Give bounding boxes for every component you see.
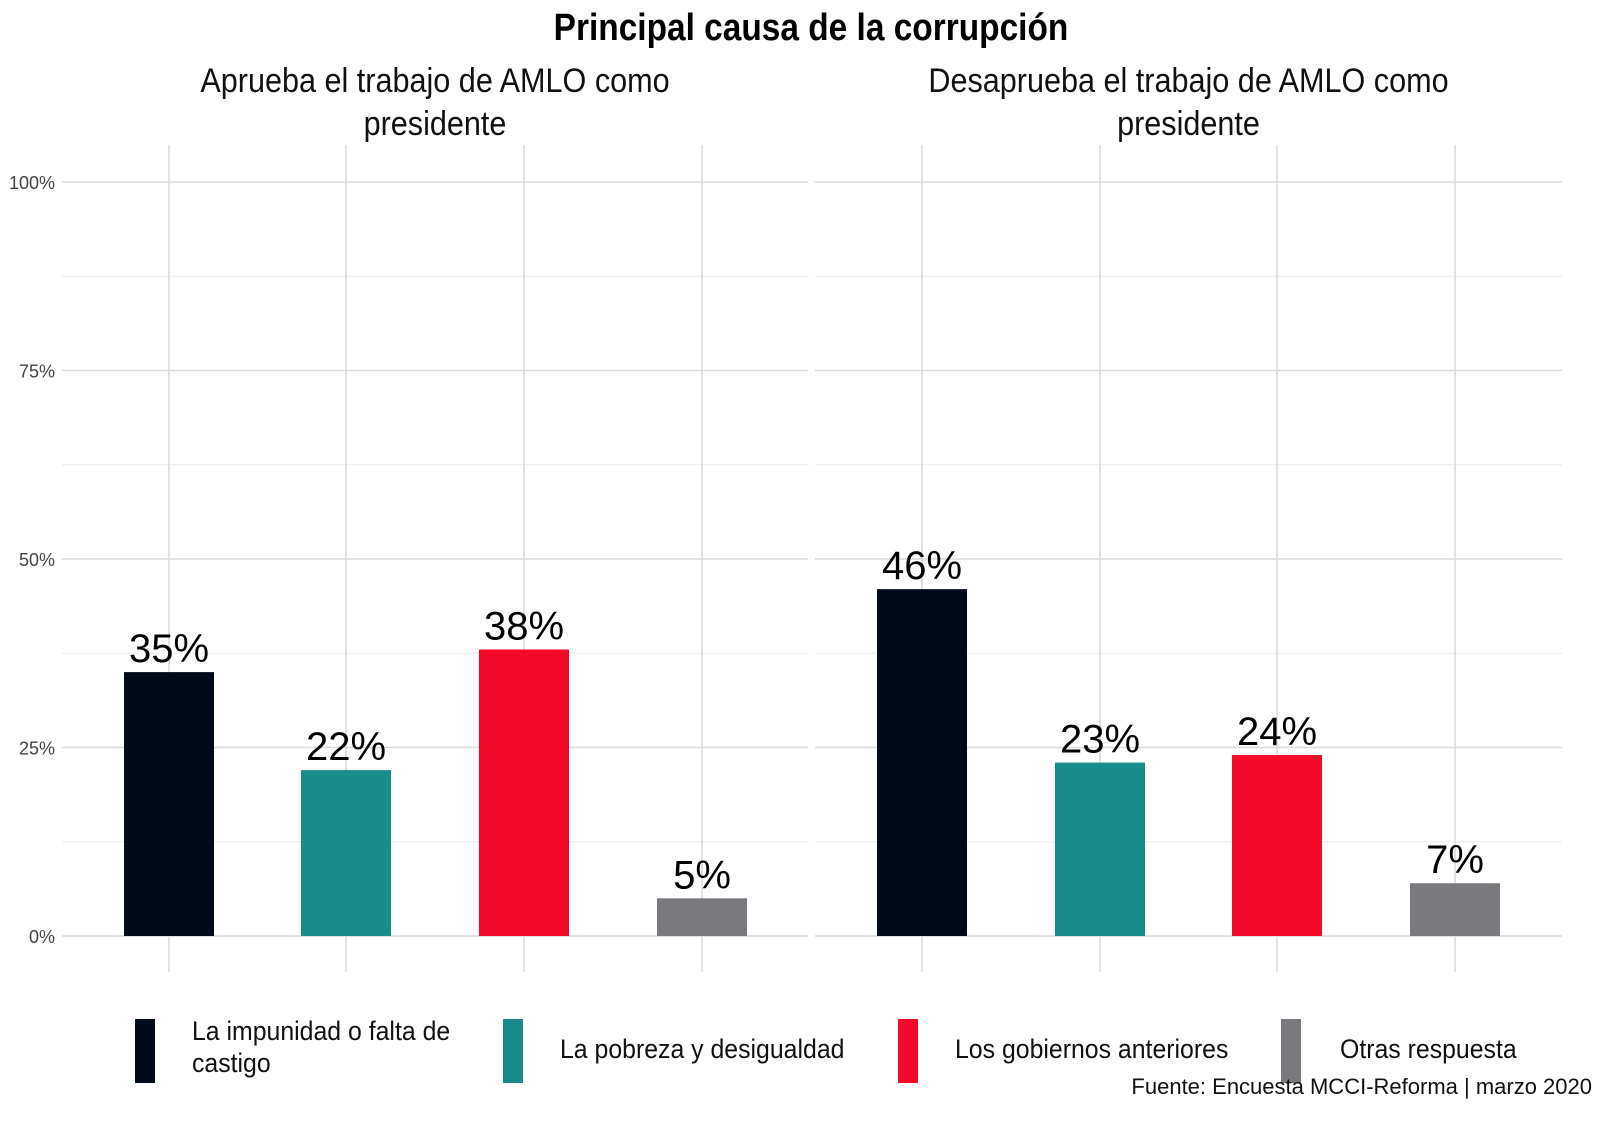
y-tick-label: 25% — [19, 739, 55, 759]
bar — [1410, 883, 1500, 936]
bar — [301, 770, 391, 936]
panel-1: Aprueba el trabajo de AMLO como president… — [62, 62, 808, 972]
legend: La impunidad o falta de castigo La pobreza… — [135, 1017, 1517, 1083]
data-label: 5% — [673, 853, 731, 897]
data-label: 38% — [484, 604, 564, 648]
legend-item: La pobreza y desigualdad — [503, 1019, 844, 1083]
data-label: 22% — [306, 725, 386, 769]
data-label: 46% — [882, 544, 962, 588]
panel-title: Desaprueba el trabajo de AMLO como — [928, 62, 1448, 100]
data-label: 35% — [129, 627, 209, 671]
bar — [1055, 762, 1145, 936]
y-tick-label: 100% — [9, 173, 55, 193]
legend-swatch — [898, 1019, 918, 1083]
chart-title: Principal causa de la corrupción — [554, 6, 1069, 48]
bar — [657, 898, 747, 936]
panel-title: Aprueba el trabajo de AMLO como — [200, 62, 669, 100]
legend-label: La pobreza y desigualdad — [560, 1035, 844, 1064]
panel-2: Desaprueba el trabajo de AMLO como presid… — [815, 62, 1562, 972]
legend-swatch — [135, 1019, 155, 1083]
panel-title: presidente — [364, 105, 507, 143]
legend-item: La impunidad o falta de castigo — [135, 1017, 450, 1083]
legend-swatch — [503, 1019, 523, 1083]
legend-label: castigo — [192, 1049, 271, 1078]
data-label: 7% — [1426, 838, 1484, 882]
legend-swatch — [1281, 1019, 1301, 1083]
legend-item: Los gobiernos anteriores — [898, 1019, 1228, 1083]
legend-label: Los gobiernos anteriores — [955, 1035, 1228, 1064]
caption: Fuente: Encuesta MCCI-Reforma | marzo 20… — [1131, 1074, 1592, 1099]
bar — [877, 589, 967, 936]
legend-item: Otras respuesta — [1281, 1019, 1517, 1083]
data-label: 24% — [1237, 710, 1317, 754]
bar — [124, 672, 214, 936]
y-tick-label: 50% — [19, 550, 55, 570]
legend-label: La impunidad o falta de — [192, 1017, 450, 1046]
y-tick-label: 0% — [29, 927, 55, 947]
legend-label: Otras respuesta — [1340, 1035, 1517, 1064]
bar — [479, 649, 569, 936]
panel-title: presidente — [1117, 105, 1260, 143]
y-tick-label: 75% — [19, 362, 55, 382]
bar — [1232, 755, 1322, 936]
data-label: 23% — [1060, 718, 1140, 762]
